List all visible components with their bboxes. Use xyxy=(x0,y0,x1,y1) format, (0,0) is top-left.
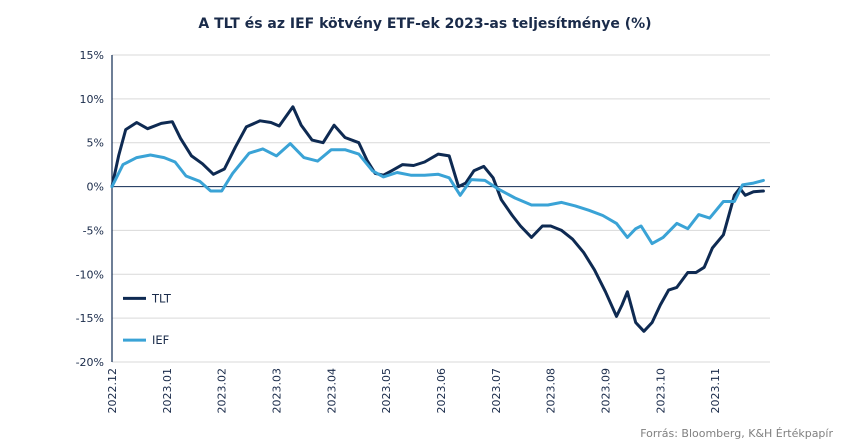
x-tick-label: 2023.01 xyxy=(161,368,174,414)
x-tick-label: 2023.08 xyxy=(545,368,558,414)
y-tick-label: 5% xyxy=(87,137,104,150)
x-tick-label: 2023.02 xyxy=(216,368,229,414)
y-tick-label: 10% xyxy=(80,93,104,106)
x-tick-label: 2023.07 xyxy=(490,368,503,414)
legend-label-ief: IEF xyxy=(152,333,169,347)
x-tick-label: 2022.12 xyxy=(106,368,119,414)
legend: TLT IEF xyxy=(123,291,172,347)
x-axis: 2022.12 2023.01 2023.02 2023.03 2023.04 2023.… xyxy=(106,368,722,414)
y-tick-label: -20% xyxy=(76,356,104,369)
x-tick-label: 2023.11 xyxy=(709,368,722,414)
x-tick-label: 2023.04 xyxy=(325,368,338,414)
y-tick-label: -5% xyxy=(83,224,104,237)
series-layer xyxy=(110,105,765,333)
series-line-tlt xyxy=(110,105,765,333)
y-tick-label: -10% xyxy=(76,268,104,281)
x-tick-label: 2023.09 xyxy=(600,368,613,414)
source-note: Forrás: Bloomberg, K&H Értékpapír xyxy=(640,427,833,440)
y-tick-label: 0% xyxy=(87,181,104,194)
x-tick-label: 2023.10 xyxy=(654,368,667,414)
chart-title: A TLT és az IEF kötvény ETF-ek 2023-as t… xyxy=(198,16,651,32)
y-tick-label: -15% xyxy=(76,312,104,325)
legend-label-tlt: TLT xyxy=(151,291,172,305)
x-tick-label: 2023.06 xyxy=(435,368,448,414)
grid-lines xyxy=(112,54,770,363)
x-tick-label: 2023.05 xyxy=(380,368,393,414)
x-tick-label: 2023.03 xyxy=(271,368,284,414)
y-axis: 15% 10% 5% 0% -5% -10% -15% -20% xyxy=(76,49,113,369)
series-line-ief xyxy=(110,142,765,246)
y-tick-label: 15% xyxy=(80,49,104,62)
